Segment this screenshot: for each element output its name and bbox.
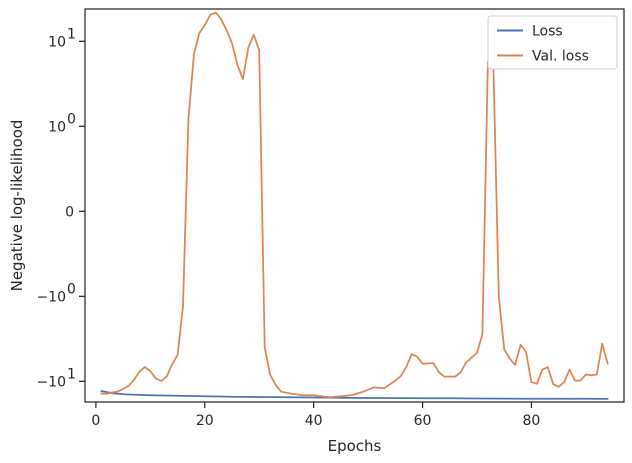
y-tick-label: 0 xyxy=(65,204,74,220)
plot-frame xyxy=(84,8,625,403)
y-tick-label: −10 xyxy=(36,374,66,390)
y-tick-label: 10 xyxy=(48,119,66,135)
y-tick-label: −10 xyxy=(36,289,66,305)
y-tick-exponent: 1 xyxy=(67,26,76,42)
legend-label-val-loss: Val. loss xyxy=(532,49,589,65)
y-axis-label: Negative log-likelihood xyxy=(8,120,26,292)
x-tick-label: 80 xyxy=(523,413,541,429)
y-tick-label: 10 xyxy=(48,34,66,50)
x-tick-label: 40 xyxy=(305,413,323,429)
legend-label-loss: Loss xyxy=(532,24,563,40)
x-tick-label: 20 xyxy=(196,413,214,429)
x-tick-label: 60 xyxy=(414,413,432,429)
legend: Loss Val. loss xyxy=(487,15,618,70)
plot-area-background xyxy=(85,9,624,402)
series-line-val-loss xyxy=(100,11,609,399)
x-axis-label: Epochs xyxy=(328,437,382,455)
series-line-loss xyxy=(100,390,609,400)
series-lines xyxy=(100,11,609,400)
x-tick-label: 0 xyxy=(91,413,100,429)
y-tick-exponent: 0 xyxy=(67,281,76,297)
y-tick-exponent: 1 xyxy=(67,366,76,382)
y-tick-exponent: 0 xyxy=(67,111,76,127)
